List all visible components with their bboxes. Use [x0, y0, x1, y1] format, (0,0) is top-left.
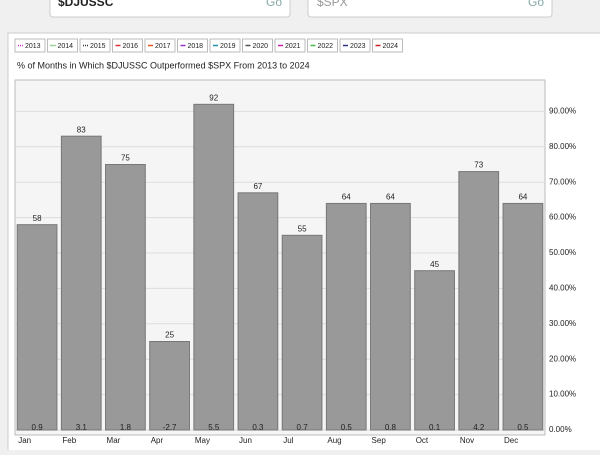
value-label: 55	[298, 224, 307, 233]
legend-label: 2014	[58, 43, 74, 50]
bar	[105, 164, 146, 431]
bar	[370, 202, 411, 431]
bar	[502, 202, 544, 431]
go-button[interactable]: Go	[266, 0, 282, 9]
legend-box	[209, 38, 241, 53]
average-return-label: 0.5	[517, 423, 529, 432]
x-tick-label: Mar	[107, 436, 121, 445]
legend-label: 2019	[220, 43, 236, 50]
x-tick-label: Nov	[460, 436, 474, 445]
legend-box	[242, 38, 273, 53]
legend-label: 2024	[383, 43, 399, 50]
value-label: 58	[33, 214, 42, 223]
legend-label: 2018	[188, 43, 204, 50]
x-tick-label: Jul	[283, 436, 293, 445]
legend-label: 2017	[155, 43, 171, 50]
x-tick-label: Jun	[239, 436, 252, 445]
legend-box	[47, 38, 78, 53]
bar	[193, 103, 235, 431]
legend-box	[79, 38, 111, 53]
symbol-input[interactable]	[49, 0, 291, 18]
chart-title: % of Months in Which $DJUSSC Outperforme…	[17, 60, 310, 70]
value-label: 64	[342, 193, 351, 202]
legend-label: 2013	[25, 43, 41, 50]
bar	[149, 341, 190, 431]
x-tick-label: Apr	[151, 436, 164, 445]
average-return-label: 1.8	[120, 423, 132, 432]
y-tick-label: 20.00%	[549, 354, 576, 363]
y-tick-label: 40.00%	[549, 284, 576, 293]
legend-box	[177, 38, 208, 53]
y-tick-label: 50.00%	[549, 248, 576, 257]
value-label: 64	[518, 193, 527, 202]
x-tick-label: Dec	[504, 436, 518, 445]
average-return-label: 0.7	[297, 423, 309, 432]
symbol-text: $DJUSSC	[58, 0, 114, 9]
y-tick-label: 70.00%	[549, 177, 576, 186]
legend-box	[274, 38, 306, 53]
bar	[325, 202, 367, 431]
legend-label: 2015	[90, 43, 106, 50]
value-label: 92	[209, 93, 218, 102]
x-tick-label: Aug	[327, 436, 341, 445]
compare-input[interactable]	[307, 0, 553, 18]
legend-box	[372, 38, 403, 53]
x-tick-label: Oct	[416, 436, 429, 445]
bar	[60, 135, 102, 431]
value-label: 75	[121, 154, 130, 163]
average-return-label: 3.1	[76, 423, 88, 432]
y-tick-label: 0.00%	[549, 425, 572, 434]
legend-label: 2016	[123, 43, 139, 50]
legend-label: 2020	[253, 43, 269, 50]
value-label: 25	[165, 331, 174, 340]
value-label: 67	[253, 182, 262, 191]
compare-text: $SPX	[317, 0, 348, 9]
go-button[interactable]: Go	[528, 0, 544, 9]
x-tick-label: Feb	[62, 436, 76, 445]
legend-label: 2022	[318, 43, 334, 50]
bar	[458, 171, 500, 431]
bar	[237, 192, 279, 431]
average-return-label: 4.2	[473, 423, 485, 432]
legend-box	[112, 38, 143, 53]
value-label: 83	[77, 125, 86, 134]
value-label: 45	[430, 260, 439, 269]
average-return-label: 0.9	[32, 423, 44, 432]
x-tick-label: Jan	[18, 436, 31, 445]
legend-box	[339, 38, 371, 53]
value-label: 73	[474, 161, 483, 170]
legend-label: 2023	[350, 43, 366, 50]
legend-box	[144, 38, 176, 53]
y-tick-label: 10.00%	[549, 390, 576, 399]
bar	[16, 224, 58, 431]
average-return-label: 0.8	[385, 423, 397, 432]
y-tick-label: 30.00%	[549, 319, 576, 328]
y-tick-label: 90.00%	[549, 107, 576, 116]
average-return-label: -2.7	[163, 423, 177, 432]
y-tick-label: 80.00%	[549, 142, 576, 151]
x-tick-label: May	[195, 436, 210, 445]
legend-box	[14, 38, 46, 53]
average-return-label: 0.1	[429, 423, 441, 432]
plot-area	[14, 79, 546, 436]
legend-label: 2021	[285, 43, 301, 50]
y-tick-label: 60.00%	[549, 213, 576, 222]
average-return-label: 0.5	[341, 423, 353, 432]
bar	[414, 270, 455, 431]
average-return-label: 0.3	[252, 423, 264, 432]
value-label: 64	[386, 193, 395, 202]
bar	[281, 234, 323, 431]
x-tick-label: Sep	[372, 436, 387, 445]
legend-box	[307, 38, 338, 53]
average-return-label: 5.5	[208, 423, 220, 432]
